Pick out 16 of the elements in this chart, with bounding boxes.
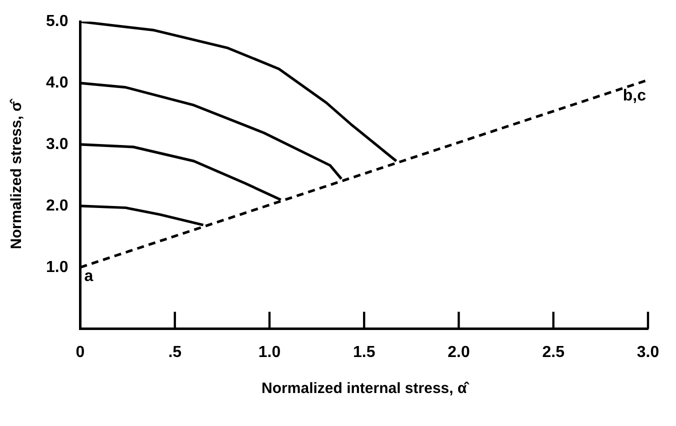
annotation: b,c: [622, 87, 646, 104]
x-tick-label: 1.5: [352, 344, 376, 361]
x-tick-label: 2.5: [542, 344, 565, 361]
x-tick-label: 1.0: [258, 344, 281, 361]
y-tick-label: 2.0: [46, 197, 68, 214]
x-axis-title: Normalized internal stress, α̂: [262, 380, 470, 398]
y-tick-label: 5.0: [46, 13, 68, 30]
x-tick-label: 2.0: [448, 344, 470, 361]
y-axis-title: Normalized stress, σ̂: [8, 98, 26, 250]
x-tick-label: .5: [168, 344, 182, 361]
y-tick-label: 4.0: [46, 74, 68, 92]
y-tick-label: 1.0: [46, 258, 68, 276]
y-tick-label: 3.0: [46, 136, 68, 153]
annotation: a: [84, 268, 94, 285]
x-tick-label: 3.0: [636, 344, 660, 361]
x-tick-label: 0: [76, 344, 85, 361]
